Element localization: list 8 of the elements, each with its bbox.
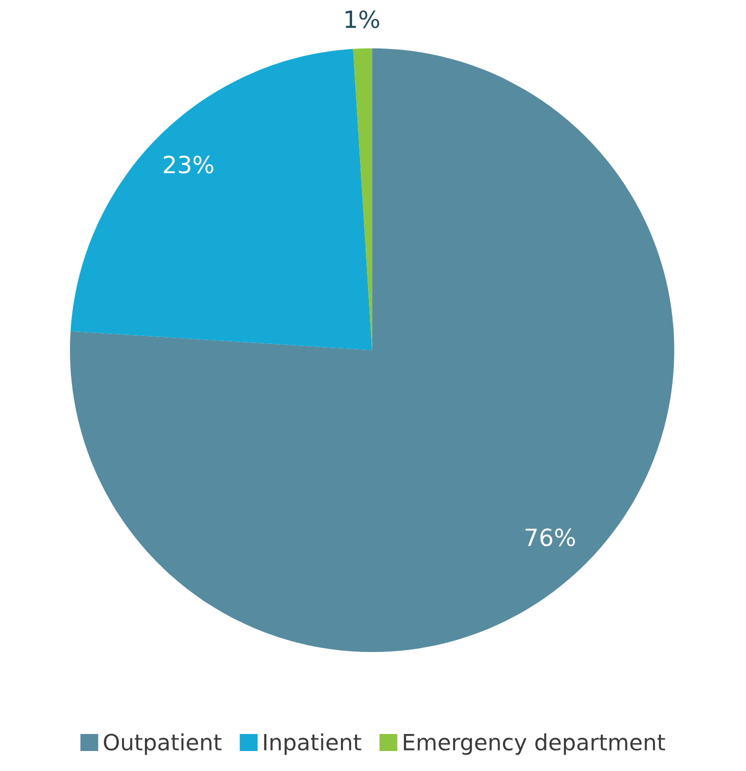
data-label: 1% [346, 10, 380, 28]
data-label: 76% [526, 528, 575, 546]
legend-label: Emergency department [404, 733, 666, 755]
legend-label: Outpatient [104, 733, 222, 755]
pie-slice [70, 48, 674, 652]
pie-slice [70, 48, 372, 350]
data-label: 23% [164, 156, 214, 174]
legend-label: Inpatient [264, 733, 362, 755]
